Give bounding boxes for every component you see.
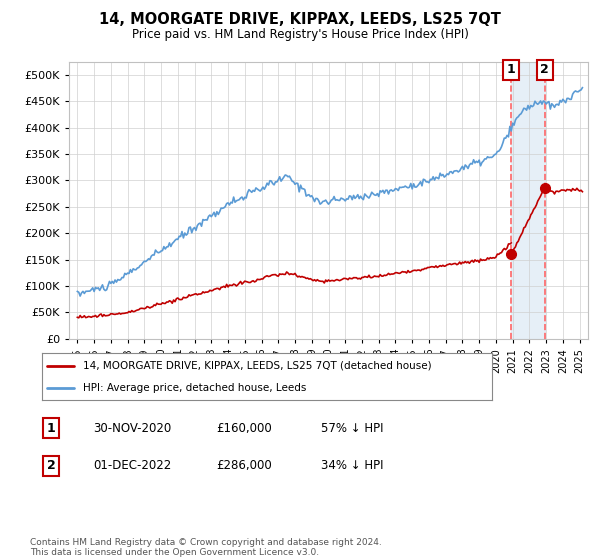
Text: £286,000: £286,000 <box>216 459 272 473</box>
Bar <box>511 62 545 339</box>
Text: 14, MOORGATE DRIVE, KIPPAX, LEEDS, LS25 7QT (detached house): 14, MOORGATE DRIVE, KIPPAX, LEEDS, LS25 … <box>83 361 431 371</box>
Text: 1: 1 <box>507 63 515 76</box>
Text: Price paid vs. HM Land Registry's House Price Index (HPI): Price paid vs. HM Land Registry's House … <box>131 28 469 41</box>
Text: 57% ↓ HPI: 57% ↓ HPI <box>321 422 383 435</box>
Text: HPI: Average price, detached house, Leeds: HPI: Average price, detached house, Leed… <box>83 382 306 393</box>
Text: 14, MOORGATE DRIVE, KIPPAX, LEEDS, LS25 7QT: 14, MOORGATE DRIVE, KIPPAX, LEEDS, LS25 … <box>99 12 501 27</box>
Text: 01-DEC-2022: 01-DEC-2022 <box>93 459 171 473</box>
Text: Contains HM Land Registry data © Crown copyright and database right 2024.
This d: Contains HM Land Registry data © Crown c… <box>30 538 382 557</box>
Text: 2: 2 <box>541 63 549 76</box>
Text: 30-NOV-2020: 30-NOV-2020 <box>93 422 171 435</box>
Text: 2: 2 <box>47 459 55 473</box>
Text: 34% ↓ HPI: 34% ↓ HPI <box>321 459 383 473</box>
Text: £160,000: £160,000 <box>216 422 272 435</box>
Text: 1: 1 <box>47 422 55 435</box>
